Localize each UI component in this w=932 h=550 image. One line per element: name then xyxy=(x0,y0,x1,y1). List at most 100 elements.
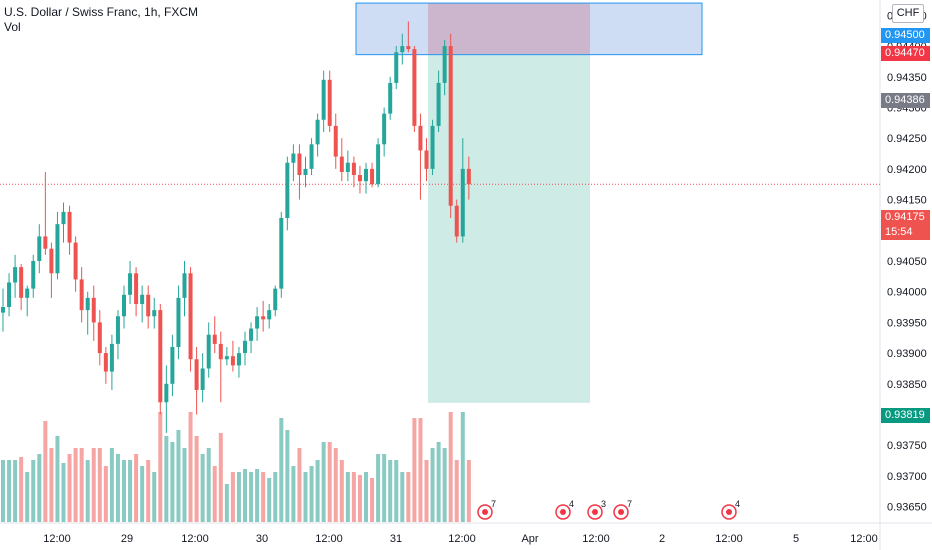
candle-body xyxy=(436,82,441,126)
candle-body xyxy=(122,294,126,317)
volume-bar xyxy=(315,460,320,522)
candle-body xyxy=(430,125,435,169)
volume-bar xyxy=(243,469,247,522)
candle-body xyxy=(309,144,314,169)
time-tick: 31 xyxy=(390,533,402,545)
volume-bar xyxy=(255,469,260,522)
candle-body xyxy=(351,162,356,176)
candle-body xyxy=(297,153,302,176)
flag-icon xyxy=(726,509,732,515)
candle-body xyxy=(333,125,338,157)
candle-body xyxy=(345,162,350,172)
volume-bar xyxy=(412,418,417,522)
time-tick: 30 xyxy=(256,533,268,545)
candle-body xyxy=(97,322,102,354)
time-tick: 29 xyxy=(121,533,133,545)
candle-body xyxy=(279,218,284,289)
candle-body xyxy=(200,368,205,390)
candle-body xyxy=(400,46,405,53)
volume-bar xyxy=(109,448,114,522)
candle-body xyxy=(103,353,108,372)
candle-body xyxy=(19,267,24,298)
candle-body xyxy=(418,125,423,151)
candle-body xyxy=(158,310,163,403)
volume-bar xyxy=(85,460,90,522)
volume-bar xyxy=(103,466,108,522)
candle-body xyxy=(109,343,114,372)
volume-bar xyxy=(115,454,120,522)
volume-bar xyxy=(297,448,302,522)
candle-body xyxy=(146,294,151,317)
currency-button[interactable]: CHF xyxy=(892,4,924,23)
price-tick: 0.93850 xyxy=(887,379,927,391)
event-count: 7 xyxy=(491,499,496,509)
volume-bar xyxy=(357,475,362,522)
candle-body xyxy=(224,356,229,360)
volume-bar xyxy=(454,460,459,522)
candle-body xyxy=(273,288,278,311)
volume-bar xyxy=(370,478,375,522)
volume-bar xyxy=(460,412,465,522)
volume-bar xyxy=(436,442,441,522)
candle-body xyxy=(67,211,72,243)
time-tick: 12:00 xyxy=(715,533,743,545)
price-tick: 0.94250 xyxy=(887,133,927,145)
candle-body xyxy=(206,334,211,369)
target-level-label: 0.93819 xyxy=(881,408,930,423)
volume-bar xyxy=(170,442,175,522)
stop-level-label: 0.94470 xyxy=(881,46,930,61)
volume-bar xyxy=(128,460,133,522)
candle-body xyxy=(194,359,199,390)
volume-bar xyxy=(122,460,126,522)
volume-bar xyxy=(430,448,435,522)
time-tick: 12:00 xyxy=(582,533,610,545)
candle-body xyxy=(382,113,387,145)
volume-bar xyxy=(309,466,314,522)
candle-body xyxy=(357,175,362,182)
volume-bar xyxy=(279,418,284,522)
candle-body xyxy=(91,297,96,323)
volume-bar xyxy=(31,460,36,522)
candle-body xyxy=(61,211,66,225)
volume-bar xyxy=(37,454,42,522)
volume-bar xyxy=(351,472,356,522)
time-tick: 12:00 xyxy=(43,533,71,545)
candle-body xyxy=(182,273,187,298)
candle-body xyxy=(424,150,429,169)
volume-bar xyxy=(164,436,169,522)
volume-bar xyxy=(291,466,296,522)
candle-body xyxy=(170,346,175,384)
price-tick: 0.93750 xyxy=(887,440,927,452)
candle-body xyxy=(152,310,157,317)
volume-bar xyxy=(7,460,12,522)
volume-bar xyxy=(194,436,199,522)
volume-bar xyxy=(224,484,229,522)
candle-body xyxy=(85,297,90,311)
event-count: 3 xyxy=(601,499,606,509)
volume-bar xyxy=(406,472,411,522)
volume-bar xyxy=(418,418,423,522)
volume-bar xyxy=(91,448,96,522)
volume-bar xyxy=(249,472,254,522)
volume-bar xyxy=(146,460,151,522)
candle-body xyxy=(176,297,181,347)
volume-bar xyxy=(333,448,338,522)
candle-body xyxy=(376,144,381,185)
candle-body xyxy=(388,82,393,114)
flag-icon xyxy=(592,509,598,515)
event-count: 4 xyxy=(735,499,740,509)
candle-body xyxy=(315,119,320,145)
candle-body xyxy=(460,168,465,237)
volume-bar xyxy=(67,454,72,522)
candle-body xyxy=(442,46,447,83)
candle-body xyxy=(37,236,42,261)
volume-bar xyxy=(400,472,405,522)
price-tick: 0.93950 xyxy=(887,317,927,329)
event-count: 4 xyxy=(569,499,574,509)
volume-bar xyxy=(152,472,157,522)
candle-body xyxy=(303,168,308,176)
volume-label: Vol xyxy=(4,20,21,34)
candle-body xyxy=(370,168,375,185)
volume-bar xyxy=(140,466,145,522)
